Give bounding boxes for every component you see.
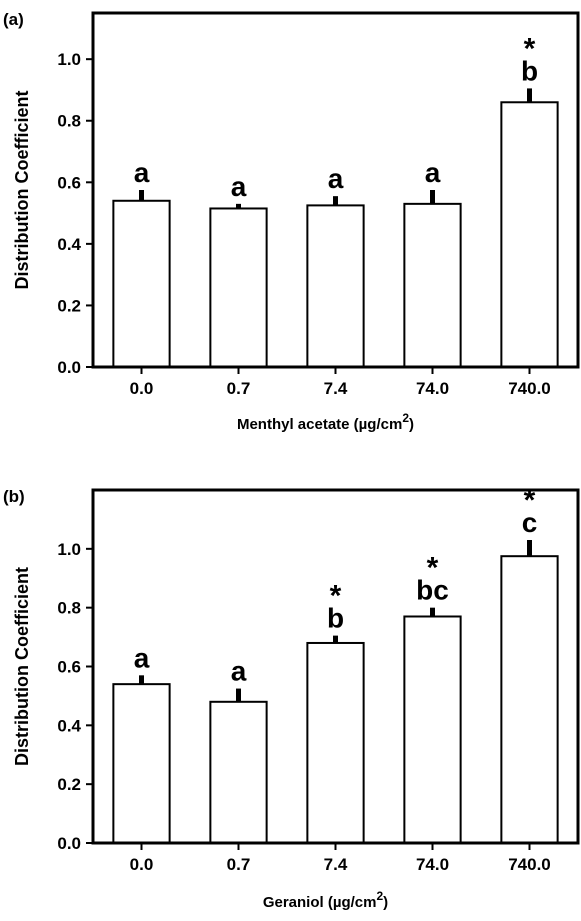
bar	[500, 101, 559, 368]
x-axis-label-suffix: )	[409, 416, 414, 433]
x-tick-label: 0.7	[227, 855, 251, 874]
x-tick-label: 7.4	[324, 379, 348, 398]
significance-letter: a	[231, 656, 247, 687]
panel-label: (b)	[3, 487, 25, 506]
significance-letter: c	[522, 507, 538, 538]
bar	[403, 615, 462, 844]
significance-letter: a	[425, 157, 441, 188]
panel-label: (a)	[3, 10, 24, 29]
x-axis-label: Geraniol (µg/cm2)	[263, 889, 388, 911]
x-axis-label-superscript: 2	[376, 889, 383, 903]
panel-a: (a) Distribution Coefficient 0.0 0.2 0.4 0.6 0…	[3, 10, 580, 433]
x-tick-label: 74.0	[416, 379, 449, 398]
plot-frame	[91, 488, 580, 845]
y-tick-label: 0.6	[57, 173, 81, 192]
x-axis-label: Menthyl acetate (µg/cm2)	[237, 411, 414, 433]
significance-star: *	[524, 484, 536, 517]
y-tick-label: 0.2	[57, 775, 81, 794]
x-tick-label: 0.7	[227, 379, 251, 398]
y-tick-label: 0.8	[57, 599, 81, 618]
significance-star: *	[330, 580, 342, 613]
significance-letter: a	[231, 171, 247, 202]
bar	[500, 555, 559, 844]
y-tick-label: 0.0	[57, 358, 81, 377]
x-tick-label: 740.0	[508, 855, 551, 874]
y-tick-label: 1.0	[57, 540, 81, 559]
significance-letter: a	[134, 157, 150, 188]
y-tick-label: 0.4	[57, 716, 81, 735]
significance-star: *	[524, 32, 536, 65]
x-axis-label-text: Menthyl acetate (µg/cm	[237, 416, 402, 433]
significance-letter: b	[327, 603, 344, 634]
y-tick-label: 0.8	[57, 112, 81, 131]
bar	[209, 700, 268, 844]
bar	[209, 207, 268, 368]
significance-letter: bc	[416, 575, 449, 606]
bar	[112, 683, 171, 845]
bar	[112, 199, 171, 368]
y-tick-label: 0.2	[57, 296, 81, 315]
significance-letter: b	[521, 55, 538, 86]
significance-star: *	[427, 552, 439, 585]
x-tick-label: 0.0	[130, 379, 154, 398]
x-axis-label-suffix: )	[383, 894, 388, 911]
y-tick-label: 0.6	[57, 658, 81, 677]
bar	[403, 202, 462, 368]
significance-letter: a	[328, 163, 344, 194]
x-tick-label: 7.4	[324, 855, 348, 874]
y-tick-label: 0.0	[57, 834, 81, 853]
x-axis-label-text: Geraniol (µg/cm	[263, 894, 377, 911]
x-tick-label: 740.0	[508, 379, 551, 398]
bar	[306, 641, 365, 845]
y-axis-label: Distribution Coefficient	[12, 567, 32, 766]
x-tick-label: 0.0	[130, 855, 154, 874]
y-tick-label: 1.0	[57, 50, 81, 69]
x-axis-label-superscript: 2	[402, 411, 409, 425]
y-tick-label: 0.4	[57, 235, 81, 254]
x-tick-label: 74.0	[416, 855, 449, 874]
panel-b: (b) Distribution Coefficient 0.0 0.2 0.4 0.6 0…	[3, 484, 580, 911]
y-axis-label: Distribution Coefficient	[12, 91, 32, 290]
significance-letter: a	[134, 642, 150, 673]
bar	[306, 204, 365, 368]
plot-frame	[91, 11, 580, 369]
